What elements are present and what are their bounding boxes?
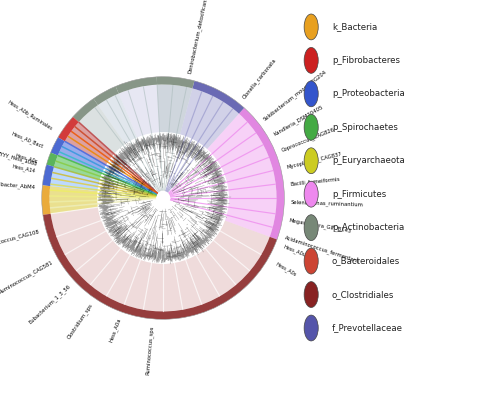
Wedge shape	[239, 108, 284, 240]
Text: Selenomonas_ruminantium: Selenomonas_ruminantium	[290, 200, 364, 208]
Circle shape	[98, 133, 228, 263]
Text: Hess_A0a: Hess_A0a	[108, 317, 122, 343]
Circle shape	[304, 114, 318, 140]
Wedge shape	[58, 117, 78, 141]
Text: Hess_A0_Bact: Hess_A0_Bact	[10, 131, 44, 150]
Text: Ruminococcus_sps: Ruminococcus_sps	[145, 325, 154, 375]
Text: p_Actinobacteria: p_Actinobacteria	[332, 223, 404, 232]
Text: Hess_A0c: Hess_A0c	[14, 153, 38, 165]
Text: Kandleria_DSM20405: Kandleria_DSM20405	[272, 103, 324, 137]
Text: YYYY_Hess_1088: YYYY_Hess_1088	[0, 151, 38, 167]
Wedge shape	[42, 185, 50, 215]
Circle shape	[304, 81, 318, 107]
Wedge shape	[118, 85, 160, 138]
Text: p_Fibrobacteres: p_Fibrobacteres	[332, 56, 400, 65]
Wedge shape	[98, 93, 138, 145]
Wedge shape	[78, 105, 126, 154]
Wedge shape	[50, 186, 98, 214]
Circle shape	[304, 282, 318, 307]
Text: f_Prevotellaceae: f_Prevotellaceae	[332, 324, 403, 333]
Circle shape	[304, 148, 318, 174]
Text: Methanobrevibacter_AbM4: Methanobrevibacter_AbM4	[0, 178, 36, 190]
Text: Clostridium_sps: Clostridium_sps	[66, 303, 94, 340]
Text: Denirobacterium_detoxificans: Denirobacterium_detoxificans	[187, 0, 209, 74]
Text: Ruminococcus_CAG108: Ruminococcus_CAG108	[0, 228, 40, 250]
Wedge shape	[50, 167, 100, 191]
Wedge shape	[94, 86, 118, 105]
Wedge shape	[65, 122, 114, 166]
Wedge shape	[73, 99, 98, 122]
Wedge shape	[54, 156, 102, 180]
Wedge shape	[192, 81, 244, 114]
Circle shape	[304, 181, 318, 207]
Text: Acidaminococcus_fermentans: Acidaminococcus_fermentans	[284, 235, 360, 265]
Text: Mycoplasma_CAG837: Mycoplasma_CAG837	[286, 150, 343, 170]
Circle shape	[304, 248, 318, 274]
Wedge shape	[58, 141, 106, 173]
Wedge shape	[42, 165, 54, 186]
Wedge shape	[180, 88, 239, 150]
Wedge shape	[43, 214, 277, 319]
Text: p_Euryarchaeota: p_Euryarchaeota	[332, 156, 404, 165]
Text: Hess_A0u: Hess_A0u	[283, 244, 307, 259]
Text: p_Proteobacteria: p_Proteobacteria	[332, 89, 404, 98]
Circle shape	[304, 315, 318, 341]
Text: Bacilli_fumeiformis: Bacilli_fumeiformis	[290, 177, 341, 187]
Text: o_Clostridiales: o_Clostridiales	[332, 290, 394, 299]
Wedge shape	[116, 77, 157, 93]
Wedge shape	[157, 84, 192, 135]
Text: Coprococcus_CAG826: Coprococcus_CAG826	[280, 126, 336, 153]
Wedge shape	[206, 114, 276, 237]
Text: p_Firmicutes: p_Firmicutes	[332, 190, 386, 199]
Text: Eubacterium_1_3_56: Eubacterium_1_3_56	[28, 283, 72, 325]
Wedge shape	[50, 137, 65, 156]
Wedge shape	[50, 207, 270, 312]
Wedge shape	[156, 77, 194, 88]
Text: Clonella_carbonata: Clonella_carbonata	[242, 57, 278, 101]
Text: p_Spirochaetes: p_Spirochaetes	[332, 123, 398, 132]
Circle shape	[304, 215, 318, 241]
Wedge shape	[46, 152, 58, 167]
Text: Megasphaera_GIF_B143: Megasphaera_GIF_B143	[288, 217, 352, 234]
Text: Solobacterium_moorei_FG204: Solobacterium_moorei_FG204	[262, 69, 328, 122]
Text: Hess_A14: Hess_A14	[12, 163, 36, 174]
Text: Ruminococcus_CAG581: Ruminococcus_CAG581	[0, 259, 54, 295]
Circle shape	[304, 48, 318, 73]
Text: Hess_A0b_Ruminales: Hess_A0b_Ruminales	[7, 99, 54, 131]
Text: o_Bacteroidales: o_Bacteroidales	[332, 257, 400, 266]
Circle shape	[304, 14, 318, 40]
Text: k_Bacteria: k_Bacteria	[332, 23, 377, 31]
Text: Hess_A0s: Hess_A0s	[274, 261, 297, 277]
